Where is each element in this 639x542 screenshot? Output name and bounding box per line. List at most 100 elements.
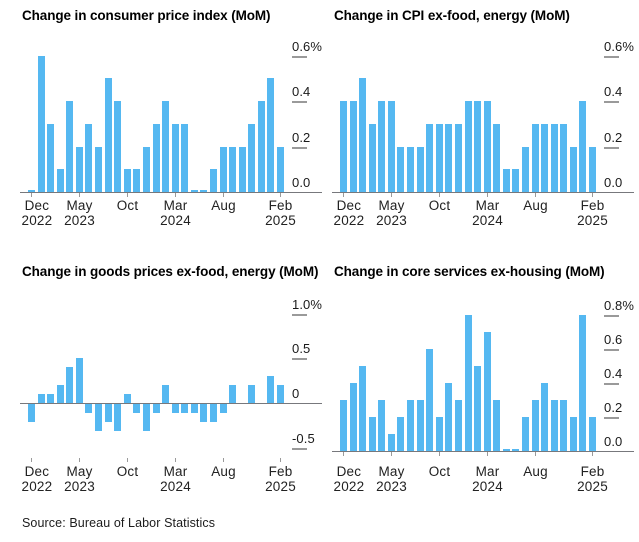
bar (85, 124, 92, 192)
x-tick-label: Feb 2025 (577, 198, 608, 228)
y-tick-label: 0.8% (604, 298, 635, 313)
x-tick-mark (591, 452, 594, 456)
bar (85, 404, 92, 413)
x-tick-month: Feb (580, 464, 605, 479)
bar (397, 147, 404, 192)
bar (133, 404, 140, 413)
x-tick-label: May 2023 (64, 464, 95, 494)
x-tick-mark (78, 193, 81, 197)
x-tick-year: 2024 (472, 479, 503, 494)
bar (76, 147, 83, 192)
y-tick-label: 0.4 (604, 84, 623, 99)
bar (229, 147, 236, 192)
x-tick-mark (222, 193, 225, 197)
x-tick-label: Dec 2022 (22, 464, 53, 494)
bar (57, 385, 64, 403)
x-tick-mark (390, 452, 393, 456)
bar (417, 147, 424, 192)
x-tick-year: 2023 (64, 479, 95, 494)
bar (426, 349, 433, 451)
bar (522, 147, 529, 192)
bar (359, 78, 366, 192)
bar (417, 400, 424, 451)
x-tick-year: 2024 (160, 213, 191, 228)
y-tick-label: 0.6% (292, 39, 323, 54)
bar (181, 404, 188, 413)
x-tick-month: Mar (475, 464, 500, 479)
x-tick-month: May (378, 198, 405, 213)
x-tick-label: May 2023 (64, 198, 95, 228)
bar (181, 124, 188, 192)
bar (369, 124, 376, 192)
x-tick-label: Mar 2024 (160, 198, 191, 228)
bar (503, 169, 510, 192)
x-tick-year: 2025 (577, 213, 608, 228)
bar (474, 366, 481, 451)
plot-core-cpi-mom (340, 42, 596, 192)
chart-cpi-mom: Change in consumer price index (MoM) 0.6… (20, 8, 322, 234)
bar (153, 124, 160, 192)
chart-title-core-cpi-mom: Change in CPI ex-food, energy (MoM) (334, 8, 570, 23)
x-tick-label: Oct (429, 198, 451, 213)
x-tick-year: 2023 (376, 479, 407, 494)
bar (277, 147, 284, 192)
bar (114, 404, 121, 431)
bar (200, 190, 207, 192)
x-tick-month: Mar (163, 464, 188, 479)
x-tick-label: Dec 2022 (334, 198, 365, 228)
x-tick-month: Feb (580, 198, 605, 213)
x-tick-year: 2024 (160, 479, 191, 494)
bar (191, 190, 198, 192)
bar (124, 169, 131, 192)
bar (95, 404, 102, 431)
y-tick-label: 0.2 (604, 400, 623, 415)
x-tick-month: Mar (163, 198, 188, 213)
bar (465, 315, 472, 451)
x-tick-year: 2025 (265, 479, 296, 494)
charts-grid: Change in consumer price index (MoM) 0.6… (20, 8, 639, 500)
x-tick-mark (486, 193, 489, 197)
bar (95, 147, 102, 192)
bar (551, 124, 558, 192)
x-tick-mark (591, 193, 594, 197)
bar (465, 101, 472, 192)
bar (560, 400, 567, 451)
bar (153, 404, 160, 413)
bar (426, 124, 433, 192)
bar (512, 169, 519, 192)
x-axis-line (20, 191, 322, 193)
bar (436, 417, 443, 451)
bar (28, 190, 35, 192)
x-tick-year: 2025 (265, 213, 296, 228)
bar (407, 147, 414, 192)
x-tick-year: 2022 (333, 479, 365, 494)
x-tick-label: Feb 2025 (265, 464, 296, 494)
x-tick-label: Aug (523, 198, 548, 213)
bar (340, 400, 347, 451)
bar (493, 400, 500, 451)
bar (570, 147, 577, 192)
bar (512, 449, 519, 451)
chart-title-core-services-mom: Change in core services ex-housing (MoM) (334, 264, 605, 279)
bar (38, 394, 45, 403)
bar (76, 358, 83, 403)
bar (162, 101, 169, 192)
x-tick-year: 2024 (472, 213, 503, 228)
bar (445, 383, 452, 451)
bar (172, 404, 179, 413)
bar (589, 417, 596, 451)
chart-title-core-goods-mom: Change in goods prices ex-food, energy (… (22, 264, 319, 279)
bar (388, 101, 395, 192)
x-tick-mark (342, 452, 345, 456)
bar (143, 147, 150, 192)
chart-title-cpi-mom: Change in consumer price index (MoM) (22, 8, 271, 23)
x-tick-mark (390, 193, 393, 197)
x-tick-mark (534, 452, 537, 456)
x-tick-month: May (66, 198, 93, 213)
x-tick-month: Aug (211, 198, 236, 213)
x-tick-month: Dec (336, 198, 362, 213)
y-tick-label: 0.4 (292, 84, 311, 99)
x-tick-label: Dec 2022 (22, 198, 53, 228)
bar (47, 124, 54, 192)
bar (200, 404, 207, 422)
